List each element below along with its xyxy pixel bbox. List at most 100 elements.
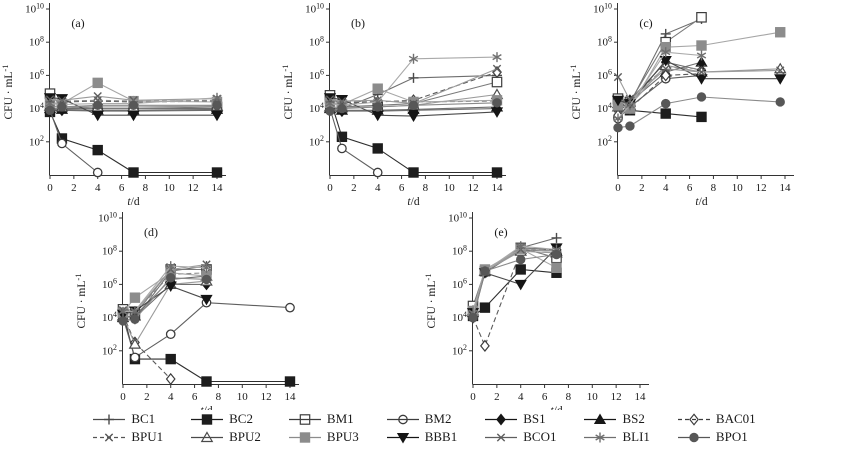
legend-marker-x-icon (485, 432, 518, 442)
x-tick-label: 4 (375, 182, 381, 194)
y-tick-label: 104 (29, 101, 44, 115)
legend-label: BBB1 (424, 429, 458, 444)
legend-item-BCO1: BCO1 (483, 429, 556, 445)
legend-marker-diamond-icon (485, 412, 518, 426)
series-line-BS2 (617, 61, 702, 105)
y-tick-label: 1010 (25, 1, 44, 15)
x-axis-label: t/d (407, 196, 419, 208)
x-tick-label: 12 (756, 182, 767, 194)
x-tick-label: 6 (119, 182, 125, 194)
legend-label: BPU2 (229, 429, 261, 444)
legend-label: BC2 (229, 411, 253, 426)
y-tick-label: 108 (102, 244, 117, 258)
series-line-BPU3 (122, 272, 207, 313)
series-markers-BAC01 (468, 243, 562, 352)
x-tick-label: 10 (444, 182, 456, 194)
legend-item-BPU1: BPU1 (91, 429, 163, 445)
legend-label: BPO1 (715, 429, 748, 444)
y-tick-label: 104 (597, 101, 612, 115)
y-axis-label: CFU · mL-1 (568, 64, 583, 119)
y-tick-label: 1010 (98, 210, 117, 224)
panel-b: 102 104 106 108 1010 0 2 4 6 8 10 12 14 t/d CFU · mL-1… (280, 1, 506, 208)
axes-lines (472, 212, 649, 385)
y-tick-label: 108 (29, 35, 44, 49)
x-tick-label: 4 (518, 391, 524, 403)
y-tick-label: 104 (309, 101, 324, 115)
series-line-BPU1 (617, 66, 702, 110)
series-line-BLI1 (617, 51, 702, 119)
panel-label: (e) (494, 225, 507, 239)
legend-marker-diamond-open-icon (677, 412, 710, 426)
x-axis-label: t/d (550, 405, 562, 410)
series-line-BM2 (122, 302, 291, 359)
x-tick-label: 8 (566, 391, 572, 403)
y-tick-label: 1010 (593, 1, 612, 15)
series-line-BLI1 (122, 265, 207, 313)
x-tick-label: 6 (542, 391, 548, 403)
series-line-BC1 (617, 18, 702, 118)
x-tick-label: 14 (780, 182, 792, 194)
y-tick-label: 106 (102, 277, 117, 291)
legend-marker-x-icon (93, 432, 126, 442)
series-markers-BLI1 (613, 47, 707, 124)
x-tick-label: 4 (663, 182, 669, 194)
legend-marker-tri-up-icon (584, 413, 617, 424)
series-line-BPU3 (472, 248, 557, 312)
y-tick-label: 106 (309, 68, 324, 82)
y-tick-label: 102 (309, 134, 324, 148)
x-tick-label: 8 (143, 182, 149, 194)
legend-item-BS2: BS2 (582, 411, 649, 427)
y-tick-label: 102 (597, 134, 612, 148)
legend-item-BS1: BS1 (483, 411, 556, 427)
y-tick-label: 108 (452, 244, 467, 258)
y-tick-label: 102 (29, 134, 44, 148)
y-axis-label: CFU · mL-1 (423, 273, 438, 328)
legend-label: BCO1 (523, 429, 557, 444)
legend-marker-plus-icon (93, 414, 126, 424)
legend-item-BAC01: BAC01 (676, 411, 756, 427)
x-tick-label: 10 (164, 182, 176, 194)
x-tick-label: 14 (492, 182, 504, 194)
x-tick-label: 14 (285, 391, 297, 403)
series-markers-BC2 (117, 307, 296, 387)
panel-label: (b) (351, 16, 365, 30)
y-tick-label: 108 (309, 35, 324, 49)
legend-label: BS1 (523, 411, 546, 426)
y-tick-label: 104 (452, 310, 467, 324)
x-tick-label: 2 (144, 391, 150, 403)
legend-label: BS2 (622, 411, 645, 426)
legend-marker-circle-icon (677, 432, 710, 442)
legend-item-BLI1: BLI1 (582, 429, 650, 445)
x-tick-label: 10 (237, 391, 249, 403)
legend-marker-square-icon (191, 413, 224, 425)
x-tick-label: 0 (47, 182, 53, 194)
x-axis-label: t/d (127, 196, 139, 208)
x-tick-label: 10 (587, 391, 599, 403)
y-axis-label: CFU · mL-1 (73, 273, 88, 328)
x-tick-label: 6 (687, 182, 693, 194)
x-tick-label: 6 (399, 182, 405, 194)
legend-label: BAC01 (715, 411, 756, 426)
legend-item-BPO1: BPO1 (676, 429, 756, 445)
x-tick-label: 4 (95, 182, 101, 194)
series-line-BC2 (472, 268, 557, 317)
x-tick-label: 0 (615, 182, 621, 194)
x-tick-label: 12 (188, 182, 199, 194)
legend-marker-circle-open-icon (386, 414, 419, 424)
series-line-BPU1 (122, 272, 207, 314)
series-markers-BPO1 (45, 100, 222, 115)
series-markers-BPO1 (118, 273, 212, 326)
x-tick-label: 14 (212, 182, 224, 194)
x-tick-label: 12 (261, 391, 272, 403)
series-line-BLI1 (472, 245, 557, 313)
y-axis-label: CFU · mL-1 (280, 64, 295, 119)
y-tick-label: 106 (29, 68, 44, 82)
series-markers-BBB1 (611, 55, 787, 110)
panel-a: 102 104 106 108 1010 0 2 4 6 8 10 12 14 t/d CFU · mL-1… (0, 1, 226, 208)
series-line-BPO1 (472, 253, 557, 318)
x-tick-label: 8 (423, 182, 429, 194)
x-tick-label: 12 (468, 182, 479, 194)
x-axis-label: t/d (200, 405, 212, 410)
x-tick-label: 0 (470, 391, 476, 403)
